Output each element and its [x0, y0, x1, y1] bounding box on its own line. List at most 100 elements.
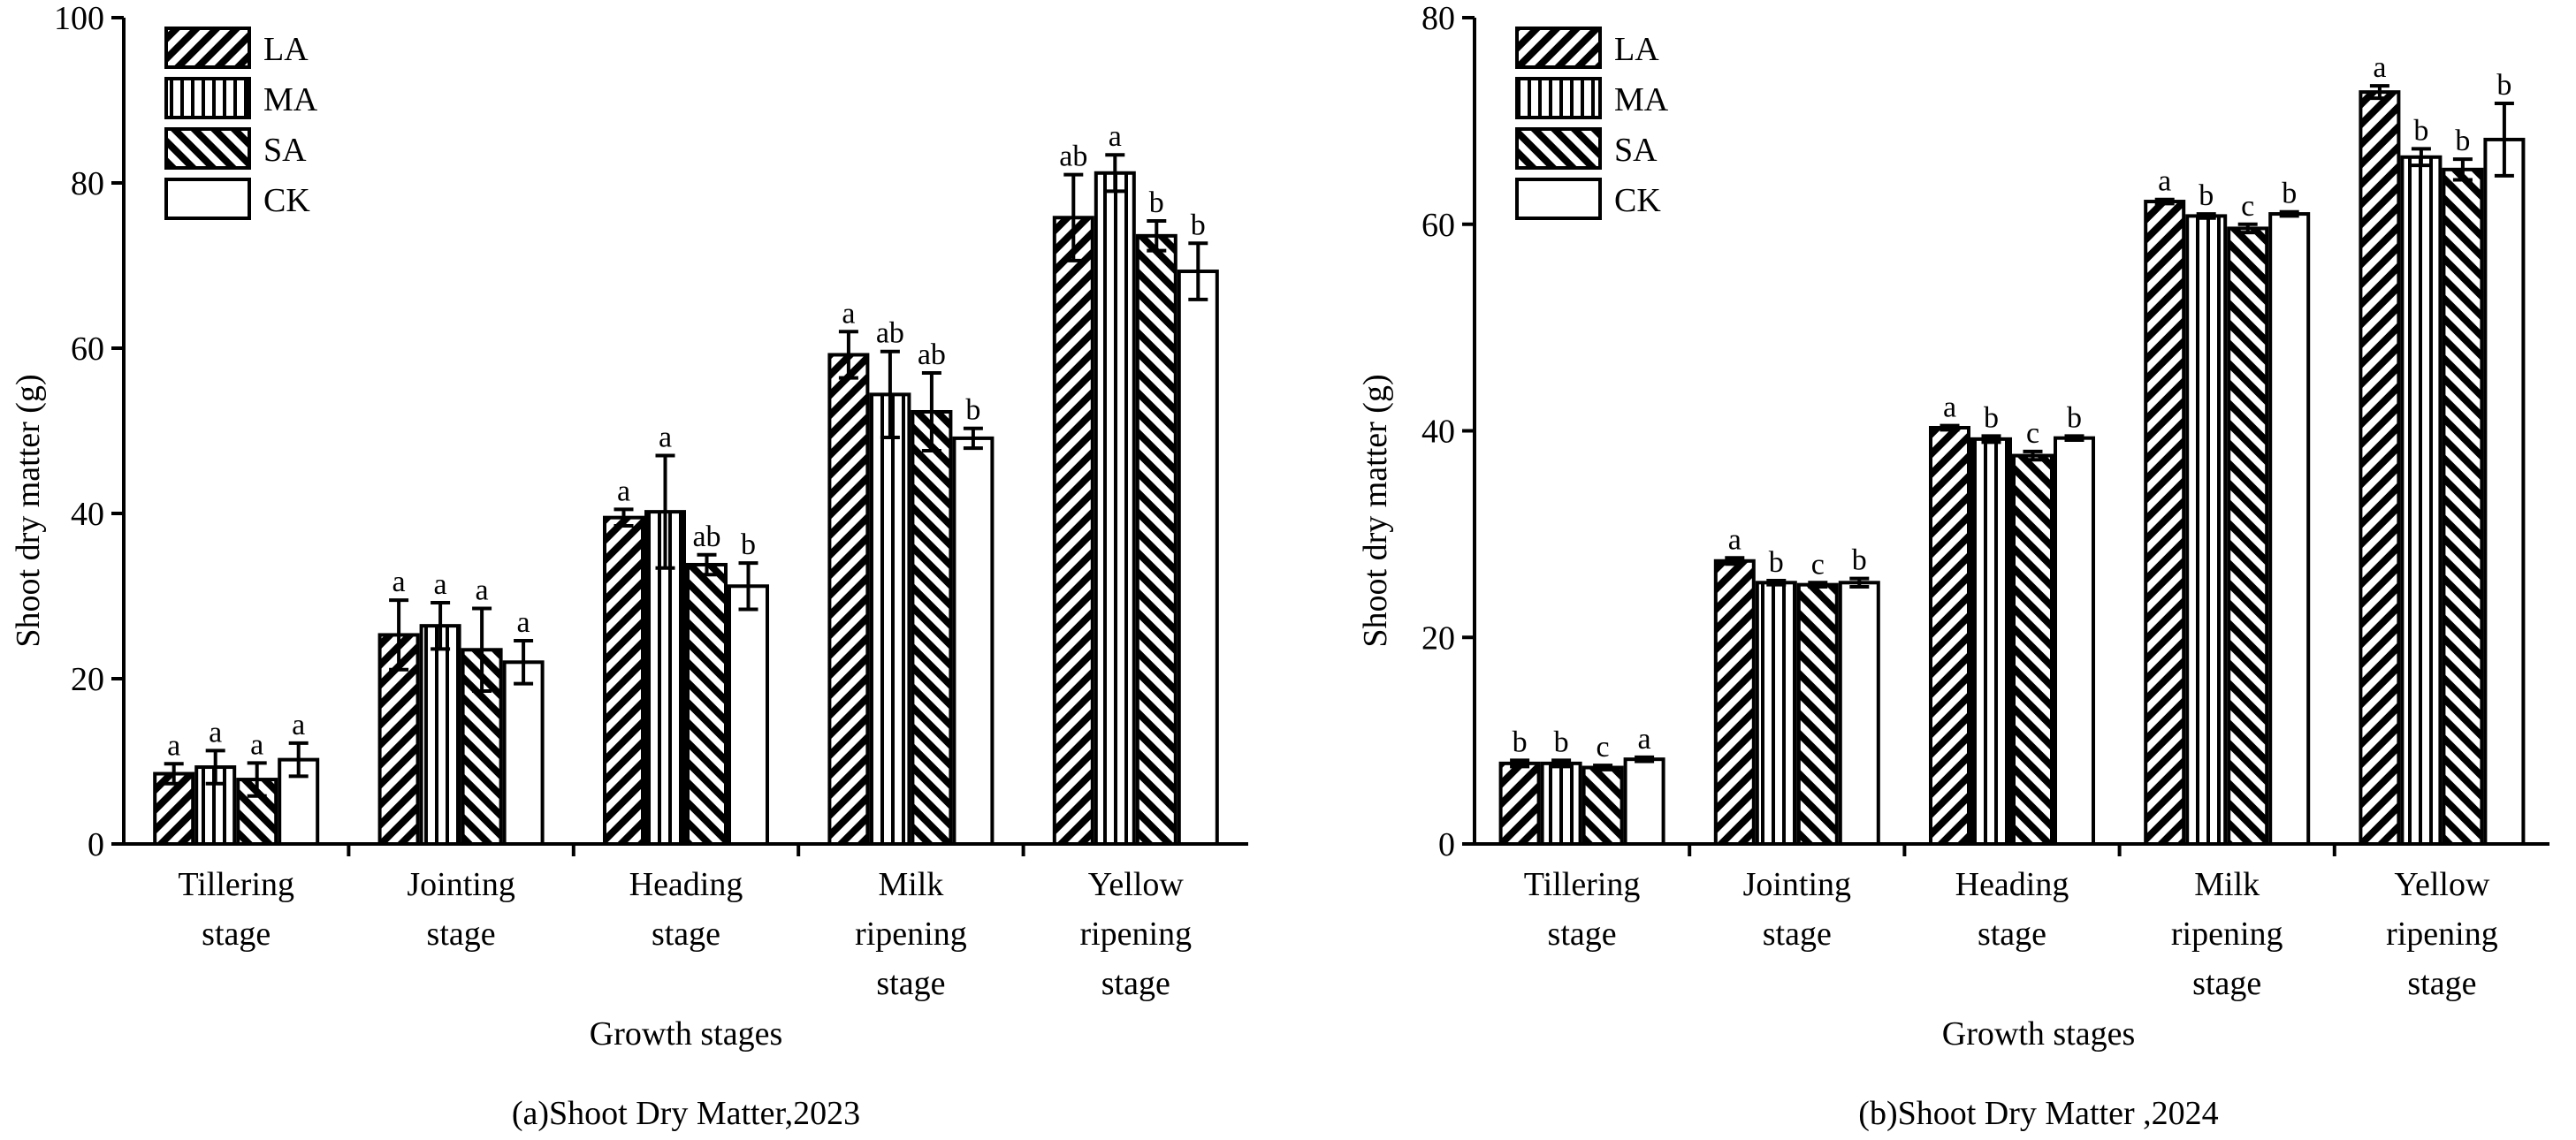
significance-label: b: [2067, 401, 2082, 434]
legend-label-ck: CK: [263, 182, 310, 219]
bar-ma: [1970, 437, 2012, 846]
category-label: Heading stage: [1955, 866, 2069, 953]
legend-label-la: LA: [1614, 31, 1659, 68]
bar-ma: [1094, 171, 1136, 846]
y-tick-label: 60: [71, 331, 104, 368]
y-tick-label: 40: [71, 496, 104, 533]
significance-label: a: [209, 716, 222, 749]
category-label: Milk ripening stage: [2171, 866, 2283, 1002]
significance-label: a: [476, 574, 489, 607]
bar-ma: [1540, 761, 1582, 847]
legend-swatch-ck: [1515, 178, 1602, 220]
y-axis-title: Shoot dry matter (g): [10, 374, 47, 647]
significance-label: a: [2158, 165, 2171, 198]
legend: LA MA SA CK: [164, 27, 318, 220]
significance-label: b: [2282, 178, 2297, 210]
bar-la: [153, 771, 195, 847]
significance-label: ab: [876, 317, 904, 350]
significance-label: b: [1554, 726, 1569, 758]
legend-swatch-la: [164, 27, 251, 69]
bar-la: [1713, 559, 1756, 846]
significance-label: b: [1984, 401, 1999, 434]
legend-label-sa: SA: [263, 132, 307, 169]
bar-sa: [2442, 167, 2484, 846]
bar-la: [2144, 200, 2186, 847]
bar-ma: [2185, 214, 2228, 846]
panel-caption: (b)Shoot Dry Matter ,2024: [1858, 1095, 2218, 1132]
bar-sa: [1135, 233, 1177, 846]
bar-ma: [2400, 155, 2443, 846]
bar-sa: [1796, 582, 1839, 846]
category-label: Yellow ripening stage: [1079, 866, 1192, 1002]
bar-ma: [419, 624, 461, 846]
bar-ma: [1755, 581, 1797, 847]
y-tick-label: 40: [1421, 414, 1455, 451]
legend-label-la: LA: [263, 31, 309, 68]
significance-label: a: [659, 422, 672, 454]
legend-label-ck: CK: [1614, 182, 1661, 219]
y-axis-title: Shoot dry matter (g): [1357, 374, 1394, 647]
bar-ck: [952, 436, 995, 846]
legend-swatch-ma: [1515, 77, 1602, 119]
significance-label: a: [1638, 723, 1651, 756]
significance-label: a: [1943, 391, 1956, 424]
category-label: Milk ripening stage: [855, 866, 967, 1002]
significance-label: a: [250, 728, 263, 761]
significance-label: b: [1852, 544, 1867, 577]
significance-label: c: [1597, 731, 1610, 764]
significance-label: a: [1728, 523, 1741, 556]
legend-swatch-ma: [164, 77, 251, 119]
significance-label: ab: [1059, 141, 1087, 173]
legend-label-ma: MA: [263, 81, 318, 118]
y-tick-label: 20: [1421, 619, 1455, 657]
significance-label: a: [842, 297, 855, 330]
significance-label: a: [2373, 51, 2386, 84]
significance-label: b: [2455, 125, 2470, 157]
significance-label: a: [392, 566, 406, 598]
significance-label: b: [1513, 726, 1528, 758]
significance-label: c: [2026, 417, 2039, 450]
category-label: Jointing stage: [407, 866, 514, 953]
bar-ck: [1177, 270, 1219, 847]
bar-la: [1052, 216, 1094, 846]
panel-b: Shoot dry matter (g) Growth stages (b)Sh…: [1357, 0, 2549, 1132]
x-axis-title: Growth stages: [590, 1015, 782, 1053]
significance-label: a: [292, 709, 305, 741]
category-label: Jointing stage: [1743, 866, 1851, 953]
category-label: Tillering stage: [1524, 866, 1641, 953]
significance-label: c: [2241, 190, 2254, 223]
bar-sa: [2227, 226, 2269, 846]
category-label: Tillering stage: [178, 866, 294, 953]
bar-la: [1929, 425, 1970, 846]
significance-label: b: [2496, 69, 2511, 102]
significance-label: ab: [692, 521, 720, 553]
bar-la: [1498, 761, 1541, 847]
bar-ma: [869, 392, 911, 846]
category-label: Yellow ripening stage: [2386, 866, 2498, 1002]
significance-label: a: [434, 568, 447, 601]
x-axis-title: Growth stages: [1942, 1015, 2135, 1053]
bar-sa: [1581, 765, 1624, 847]
y-tick-label: 20: [71, 661, 104, 698]
significance-label: b: [1191, 209, 1206, 241]
y-tick-label: 80: [1421, 0, 1455, 37]
bar-la: [2359, 90, 2401, 846]
y-tick-label: 100: [54, 0, 104, 37]
bar-ck: [2268, 212, 2311, 846]
bar-ck: [1838, 581, 1880, 847]
bar-ck: [728, 584, 769, 847]
significance-label: c: [1811, 548, 1825, 581]
bar-ck: [1623, 757, 1665, 846]
significance-label: b: [1149, 186, 1164, 219]
panel-a: Shoot dry matter (g) Growth stages (a)Sh…: [10, 0, 1248, 1132]
panel-caption: (a)Shoot Dry Matter,2023: [512, 1095, 860, 1132]
bar-ck: [2054, 436, 2095, 846]
legend-swatch-sa: [1515, 127, 1602, 170]
significance-label: b: [2413, 114, 2428, 147]
bar-ck: [502, 660, 545, 846]
y-tick-label: 0: [88, 826, 104, 863]
significance-label: ab: [918, 338, 946, 371]
bar-sa: [686, 562, 728, 846]
significance-label: a: [167, 729, 180, 762]
